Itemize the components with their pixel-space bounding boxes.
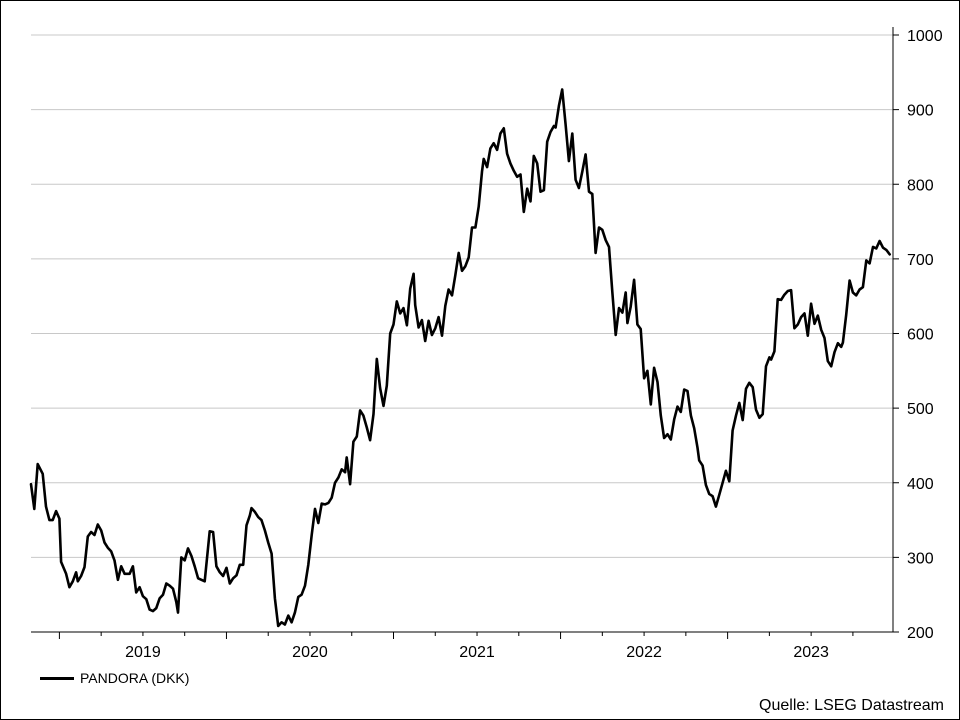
y-tick-label: 800 [907, 177, 934, 194]
x-tick-label: 2020 [292, 644, 328, 661]
y-tick-label: 500 [907, 401, 934, 418]
gridlines [31, 34, 893, 633]
legend-swatch [40, 676, 74, 680]
legend: PANDORA (DKK) [40, 670, 189, 686]
series-line-pandora [29, 88, 891, 628]
x-tick-label: 2023 [793, 644, 829, 661]
x-tick-label: 2022 [626, 644, 662, 661]
legend-label: PANDORA (DKK) [80, 670, 190, 686]
y-tick-label: 200 [907, 625, 934, 642]
x-tick-label: 2019 [125, 644, 161, 661]
y-tick-label: 300 [907, 550, 934, 567]
y-tick-label: 1000 [907, 28, 943, 45]
series-layer [29, 88, 891, 628]
axes [31, 27, 894, 633]
x-tick-label: 2021 [459, 644, 495, 661]
source-note: Quelle: LSEG Datastream [759, 697, 944, 714]
y-tick-label: 700 [907, 252, 934, 269]
x-axis-ticks: 2019 2020 2021 2022 2023 [58, 632, 854, 661]
y-tick-label: 400 [907, 476, 934, 493]
y-tick-label: 600 [907, 327, 934, 344]
y-tick-label: 900 [907, 103, 934, 120]
y-axis-ticks: 200 300 400 500 600 700 800 900 1000 [893, 28, 943, 642]
